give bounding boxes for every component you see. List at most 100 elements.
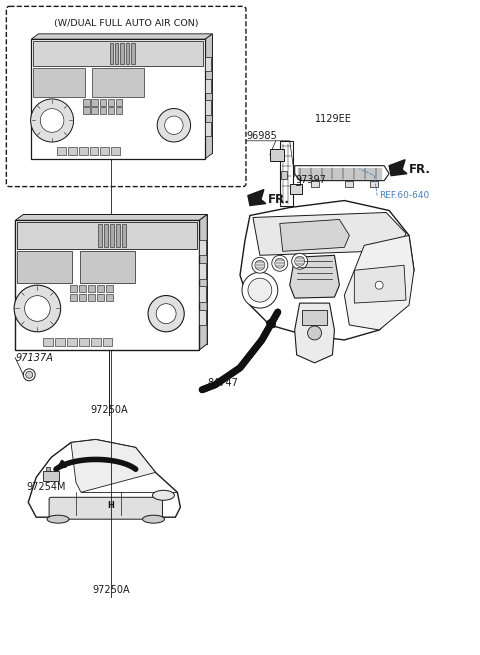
- Polygon shape: [31, 34, 212, 39]
- Bar: [68, 147, 77, 155]
- Circle shape: [148, 295, 184, 332]
- Polygon shape: [15, 221, 199, 350]
- Circle shape: [308, 326, 322, 340]
- Bar: [90, 147, 98, 155]
- Bar: [67, 338, 77, 346]
- Bar: [79, 147, 88, 155]
- Circle shape: [292, 253, 308, 269]
- Bar: [84, 100, 90, 105]
- Bar: [106, 294, 113, 301]
- Ellipse shape: [26, 371, 33, 379]
- Text: REF.60-640: REF.60-640: [379, 191, 430, 200]
- Polygon shape: [280, 219, 349, 252]
- Bar: [43, 472, 59, 481]
- Bar: [33, 41, 203, 66]
- Polygon shape: [295, 166, 389, 181]
- Polygon shape: [240, 200, 414, 340]
- Polygon shape: [295, 303, 335, 363]
- Bar: [99, 100, 106, 105]
- Bar: [106, 286, 113, 292]
- Bar: [290, 183, 301, 194]
- Bar: [108, 107, 114, 114]
- Bar: [79, 338, 89, 346]
- FancyBboxPatch shape: [6, 7, 246, 187]
- Circle shape: [272, 255, 288, 271]
- Bar: [104, 225, 108, 247]
- Polygon shape: [28, 440, 180, 517]
- Text: H: H: [108, 500, 114, 510]
- Ellipse shape: [143, 515, 165, 523]
- Circle shape: [375, 281, 383, 289]
- Bar: [57, 147, 66, 155]
- Circle shape: [157, 109, 191, 142]
- Polygon shape: [344, 235, 414, 330]
- Bar: [46, 468, 50, 472]
- Bar: [311, 181, 319, 187]
- Bar: [270, 149, 284, 160]
- Bar: [199, 263, 206, 279]
- Bar: [301, 310, 327, 325]
- Circle shape: [295, 256, 305, 267]
- Bar: [91, 338, 101, 346]
- Bar: [205, 79, 212, 93]
- Bar: [84, 107, 90, 114]
- Bar: [33, 67, 85, 98]
- Bar: [131, 43, 134, 64]
- Bar: [17, 251, 72, 284]
- Text: 97397: 97397: [296, 175, 326, 185]
- Bar: [97, 294, 104, 301]
- Bar: [88, 286, 96, 292]
- Circle shape: [255, 260, 265, 271]
- Bar: [199, 310, 206, 326]
- Polygon shape: [38, 34, 212, 153]
- Text: 97250A: 97250A: [90, 405, 128, 415]
- Bar: [111, 147, 120, 155]
- Text: 84747: 84747: [207, 378, 238, 388]
- Circle shape: [252, 257, 268, 273]
- Bar: [98, 225, 102, 247]
- Polygon shape: [280, 141, 293, 206]
- Bar: [199, 240, 206, 255]
- Bar: [79, 286, 86, 292]
- Bar: [126, 43, 129, 64]
- Circle shape: [24, 295, 50, 322]
- FancyBboxPatch shape: [49, 497, 162, 519]
- Polygon shape: [290, 255, 339, 298]
- Bar: [116, 107, 122, 114]
- Polygon shape: [354, 265, 406, 303]
- Bar: [97, 286, 104, 292]
- Bar: [80, 251, 135, 284]
- Polygon shape: [23, 214, 207, 344]
- Polygon shape: [199, 214, 207, 350]
- Bar: [370, 181, 378, 187]
- Circle shape: [156, 304, 176, 324]
- Ellipse shape: [47, 515, 69, 523]
- Bar: [110, 225, 114, 247]
- Circle shape: [165, 116, 183, 134]
- Circle shape: [248, 278, 272, 302]
- Bar: [108, 100, 114, 105]
- Bar: [71, 294, 77, 301]
- Bar: [281, 171, 287, 179]
- Bar: [55, 338, 65, 346]
- Circle shape: [40, 109, 64, 132]
- Polygon shape: [248, 189, 266, 206]
- Bar: [100, 147, 109, 155]
- Bar: [115, 43, 119, 64]
- Bar: [116, 225, 120, 247]
- Bar: [92, 67, 144, 98]
- Bar: [43, 338, 53, 346]
- Polygon shape: [205, 34, 212, 159]
- Text: 1129EE: 1129EE: [314, 114, 351, 124]
- Bar: [346, 181, 353, 187]
- Ellipse shape: [153, 491, 174, 500]
- Bar: [92, 107, 98, 114]
- Text: 97250A: 97250A: [92, 585, 130, 595]
- Bar: [92, 100, 98, 105]
- Circle shape: [31, 99, 73, 142]
- Text: 1249GF: 1249GF: [96, 295, 133, 305]
- Bar: [103, 338, 112, 346]
- Bar: [88, 294, 96, 301]
- Polygon shape: [253, 212, 406, 255]
- Polygon shape: [31, 39, 205, 159]
